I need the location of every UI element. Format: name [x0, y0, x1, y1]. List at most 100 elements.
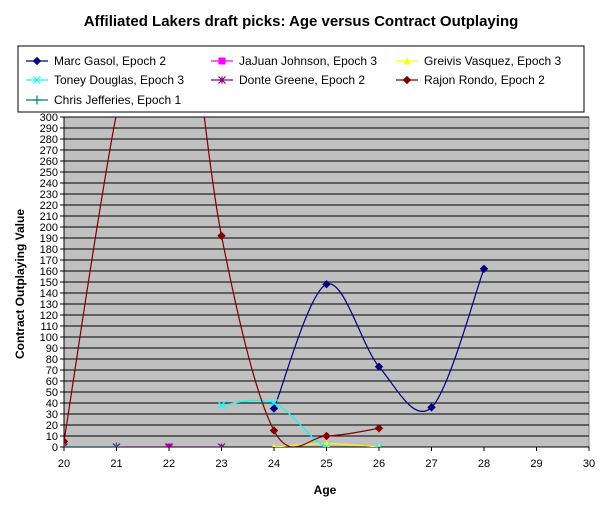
data-point-4-3-a: [322, 443, 328, 447]
y-tick-label: 90: [46, 343, 58, 355]
y-tick-label: 10: [46, 431, 58, 443]
x-tick-label: 21: [110, 458, 122, 470]
legend-item-6: Rajon Rondo, Epoch 2: [396, 73, 545, 87]
y-tick-label: 20: [46, 420, 58, 432]
x-tick-label: 28: [478, 458, 490, 470]
legend-item-3: Greivis Vasquez, Epoch 3: [396, 54, 562, 68]
y-tick-label: 290: [40, 123, 58, 135]
legend-marker: [218, 57, 226, 65]
legend-item-5: Donte Greene, Epoch 2: [211, 73, 365, 87]
legend-label: Rajon Rondo, Epoch 2: [424, 73, 545, 87]
data-point-5-4-a: [217, 443, 223, 447]
data-point-3-1: [272, 443, 276, 447]
y-tick-label: 280: [40, 134, 58, 146]
x-tick-label: 30: [583, 458, 595, 470]
legend-label: JaJuan Johnson, Epoch 3: [239, 54, 377, 68]
series-6: [64, 117, 384, 447]
data-point-5-4: [217, 443, 226, 447]
y-tick-label: 50: [46, 387, 58, 399]
data-point-4-4-b: [378, 443, 383, 447]
legend-marker: [218, 76, 226, 84]
data-point-4-4: [375, 443, 383, 447]
data-point-7-2: [112, 442, 121, 447]
y-tick-label: 240: [40, 178, 58, 190]
x-tick-label: 23: [215, 458, 227, 470]
data-point-4-3-b: [325, 443, 331, 447]
data-point-6-1: [64, 437, 69, 446]
data-point-5-1: [64, 443, 68, 447]
y-tick-label: 230: [40, 189, 58, 201]
series-7: [64, 442, 121, 447]
data-point-6-4: [217, 231, 226, 241]
legend-label: Toney Douglas, Epoch 3: [54, 73, 184, 87]
data-point-5-3-b: [168, 443, 173, 447]
series-layer: [64, 117, 489, 447]
legend-item-2: JaJuan Johnson, Epoch 3: [211, 54, 377, 68]
legend-marker: [33, 76, 41, 84]
x-axis-label: Age: [314, 483, 337, 497]
data-point-5-1-b: [64, 443, 68, 447]
y-axis-label: Contract Outplaying Value: [13, 209, 27, 359]
y-tick-label: 0: [52, 442, 58, 454]
y-tick-label: 30: [46, 409, 58, 421]
data-point-4-4-a: [375, 443, 380, 447]
legend-box: [17, 45, 585, 113]
y-tick-label: 220: [40, 200, 58, 212]
y-tick-label: 80: [46, 354, 58, 366]
data-point-6-5: [269, 426, 279, 435]
series-line-4: [221, 399, 379, 447]
data-point-4-3: [322, 443, 331, 447]
y-tick-label: 100: [40, 332, 58, 344]
data-point-6-2: [115, 117, 118, 118]
y-tick-label: 70: [46, 365, 58, 377]
data-point-5-4-b: [220, 443, 226, 447]
data-point-1-4: [427, 403, 436, 412]
y-tick-label: 210: [40, 211, 58, 223]
tick-labels: 0102030405060708090100110120130140150160…: [40, 112, 595, 470]
legend-marker: [402, 75, 412, 85]
legend-marker: [32, 95, 42, 105]
legend-item-1: Marc Gasol, Epoch 2: [26, 54, 166, 68]
data-point-1-1: [269, 404, 279, 413]
data-point-4-1-b: [217, 401, 226, 410]
y-tick-label: 300: [40, 112, 58, 124]
legend-label: Greivis Vasquez, Epoch 3: [424, 54, 562, 68]
x-tick-label: 22: [163, 458, 175, 470]
y-tick-label: 110: [40, 321, 58, 333]
x-tick-label: 27: [425, 458, 437, 470]
series-line-6: [64, 117, 380, 447]
x-tick-label: 20: [58, 458, 70, 470]
y-tick-label: 190: [40, 233, 58, 245]
series-4: [217, 399, 383, 447]
data-point-6-7: [374, 424, 384, 433]
x-tick-label: 24: [268, 458, 280, 470]
y-tick-label: 140: [40, 288, 58, 300]
y-tick-label: 260: [40, 156, 58, 168]
data-point-1-2: [322, 279, 331, 289]
data-point-4-1: [217, 401, 226, 410]
data-point-5-3: [165, 443, 173, 447]
legend-label: Marc Gasol, Epoch 2: [54, 54, 166, 68]
y-tick-label: 170: [40, 255, 58, 267]
data-point-4-2-b: [270, 399, 278, 407]
legend-item-7: Chris Jefferies, Epoch 1: [26, 93, 181, 107]
y-tick-label: 250: [40, 167, 58, 179]
gridlines: [64, 116, 589, 437]
legend-label: Chris Jefferies, Epoch 1: [54, 93, 181, 107]
y-tick-label: 60: [46, 376, 58, 388]
y-tick-label: 160: [40, 266, 58, 278]
chart-title: Affiliated Lakers draft picks: Age versu…: [84, 13, 519, 30]
x-tick-label: 26: [373, 458, 385, 470]
legend: Marc Gasol, Epoch 2 JaJuan Johnson, Epoch…: [26, 54, 562, 107]
legend-label: Donte Greene, Epoch 2: [239, 73, 365, 87]
legend-marker: [32, 56, 42, 66]
data-point-5-2-b: [115, 443, 121, 447]
data-point-5-2-a: [112, 443, 118, 447]
x-tick-label: 29: [530, 458, 542, 470]
y-tick-label: 130: [40, 299, 58, 311]
legend-marker-b: [33, 76, 41, 84]
legend-item-4: Toney Douglas, Epoch 3: [26, 73, 184, 87]
y-tick-label: 120: [40, 310, 58, 322]
